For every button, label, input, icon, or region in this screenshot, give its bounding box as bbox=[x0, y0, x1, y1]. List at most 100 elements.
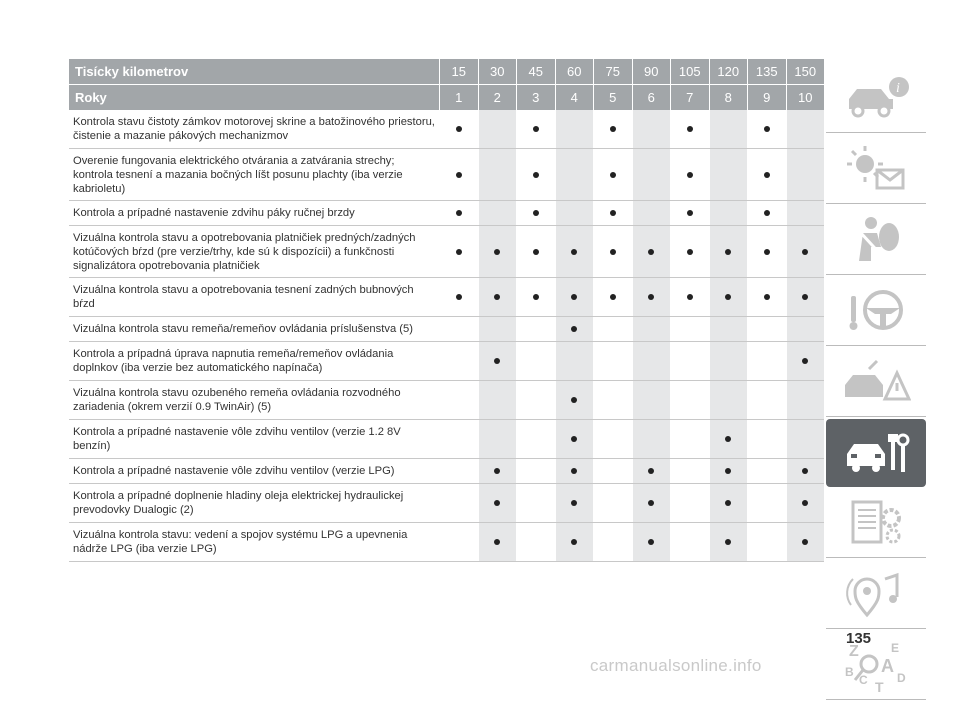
interval-cell bbox=[785, 201, 824, 225]
interval-cell bbox=[516, 459, 555, 483]
header-km-label: Tisícky kilometrov bbox=[75, 64, 189, 79]
interval-cell bbox=[747, 201, 786, 225]
chapter-sidebar: i bbox=[826, 64, 926, 702]
watermark: carmanualsonline.info bbox=[590, 656, 762, 675]
interval-cell bbox=[477, 110, 516, 148]
svg-text:B: B bbox=[845, 665, 854, 679]
warning-lights-icon bbox=[847, 146, 905, 190]
interval-cell bbox=[554, 110, 593, 148]
interval-cell bbox=[747, 459, 786, 483]
maintenance-icon bbox=[847, 433, 910, 472]
interval-cell bbox=[593, 110, 632, 148]
check-dot-icon bbox=[532, 126, 539, 132]
interval-cell bbox=[554, 317, 593, 341]
km-header: 105 bbox=[670, 59, 709, 84]
check-dot-icon bbox=[763, 248, 770, 255]
check-dot-icon bbox=[725, 294, 732, 300]
interval-cell bbox=[670, 317, 709, 341]
interval-cell bbox=[516, 420, 555, 458]
check-dot-icon bbox=[571, 468, 578, 474]
year-header: 10 bbox=[785, 85, 825, 110]
task-description: Vizuálna kontrola stavu remeňa/remeňov o… bbox=[73, 323, 413, 335]
header-years-row: Roky 1 2 3 4 5 6 7 8 9 10 bbox=[69, 84, 824, 110]
year-header: 3 bbox=[516, 85, 555, 110]
km-header: 150 bbox=[785, 59, 825, 84]
interval-cell bbox=[708, 381, 747, 419]
interval-cell bbox=[708, 149, 747, 200]
page-number: 135 bbox=[846, 630, 872, 647]
year-header: 5 bbox=[593, 85, 632, 110]
table-row: Kontrola a prípadné nastavenie vôle zdvi… bbox=[69, 420, 824, 459]
interval-cell bbox=[516, 149, 555, 200]
sidebar-item-safety[interactable] bbox=[826, 206, 926, 275]
interval-cell bbox=[670, 381, 709, 419]
interval-cell bbox=[439, 523, 478, 561]
car-info-icon: i bbox=[849, 77, 909, 118]
interval-cell bbox=[747, 381, 786, 419]
interval-cell bbox=[516, 381, 555, 419]
table-row: Kontrola a prípadné nastavenie zdvihu pá… bbox=[69, 201, 824, 226]
interval-cell bbox=[785, 110, 824, 148]
check-dot-icon bbox=[455, 126, 462, 132]
sidebar-item-multimedia[interactable] bbox=[826, 560, 926, 629]
year-header: 8 bbox=[708, 85, 748, 110]
task-description: Kontrola a prípadné doplnenie hladiny ol… bbox=[73, 490, 404, 516]
interval-cell bbox=[477, 342, 516, 380]
interval-cell bbox=[631, 381, 670, 419]
check-dot-icon bbox=[648, 539, 655, 545]
sidebar-item-technical-data[interactable] bbox=[826, 489, 926, 558]
check-dot-icon bbox=[686, 171, 693, 178]
interval-cell bbox=[554, 459, 593, 483]
check-dot-icon bbox=[494, 248, 501, 255]
sidebar-item-emergency[interactable] bbox=[826, 348, 926, 417]
check-dot-icon bbox=[763, 294, 770, 300]
check-dot-icon bbox=[571, 500, 578, 506]
interval-cell bbox=[631, 110, 670, 148]
interval-cell bbox=[708, 523, 747, 561]
table-row: Kontrola stavu čistoty zámkov motorovej … bbox=[69, 110, 824, 149]
check-dot-icon bbox=[609, 126, 616, 132]
interval-cell bbox=[554, 201, 593, 225]
table-row: Overenie fungovania elektrického otváran… bbox=[69, 149, 824, 201]
interval-cell bbox=[670, 226, 709, 277]
interval-cell bbox=[670, 149, 709, 200]
sidebar-item-maintenance[interactable] bbox=[826, 419, 926, 487]
check-dot-icon bbox=[455, 171, 462, 178]
interval-cell bbox=[747, 317, 786, 341]
interval-cell bbox=[708, 420, 747, 458]
interval-cell bbox=[439, 381, 478, 419]
km-header: 90 bbox=[631, 59, 671, 84]
interval-cell bbox=[439, 420, 478, 458]
interval-cell bbox=[477, 201, 516, 225]
interval-cell bbox=[516, 484, 555, 522]
year-header: 2 bbox=[477, 85, 517, 110]
interval-cell bbox=[593, 420, 632, 458]
header-km-row: Tisícky kilometrov 15 30 45 60 75 90 105… bbox=[69, 59, 824, 84]
interval-cell bbox=[593, 278, 632, 316]
check-dot-icon bbox=[455, 248, 462, 255]
interval-cell bbox=[439, 278, 478, 316]
interval-cell bbox=[670, 110, 709, 148]
interval-cell bbox=[554, 226, 593, 277]
table-row: Vizuálna kontrola stavu a opotrebovania … bbox=[69, 226, 824, 278]
sidebar-item-index[interactable]: Z E B A C D T bbox=[826, 631, 926, 700]
check-dot-icon bbox=[725, 500, 732, 506]
interval-cell bbox=[477, 149, 516, 200]
interval-cell bbox=[554, 342, 593, 380]
interval-cell bbox=[631, 226, 670, 277]
km-header: 75 bbox=[593, 59, 632, 84]
check-dot-icon bbox=[532, 210, 539, 216]
interval-cell bbox=[631, 317, 670, 341]
check-dot-icon bbox=[609, 248, 616, 255]
year-header: 7 bbox=[670, 85, 709, 110]
interval-cell bbox=[593, 523, 632, 561]
interval-cell bbox=[708, 110, 747, 148]
check-dot-icon bbox=[686, 294, 693, 300]
sidebar-item-car-info[interactable]: i bbox=[826, 64, 926, 133]
task-description: Kontrola stavu čistoty zámkov motorovej … bbox=[73, 116, 435, 142]
sidebar-item-warning-lights[interactable] bbox=[826, 135, 926, 204]
km-header: 30 bbox=[477, 59, 517, 84]
interval-cell bbox=[554, 381, 593, 419]
sidebar-item-starting-driving[interactable] bbox=[826, 277, 926, 346]
task-description: Overenie fungovania elektrického otváran… bbox=[73, 155, 403, 195]
